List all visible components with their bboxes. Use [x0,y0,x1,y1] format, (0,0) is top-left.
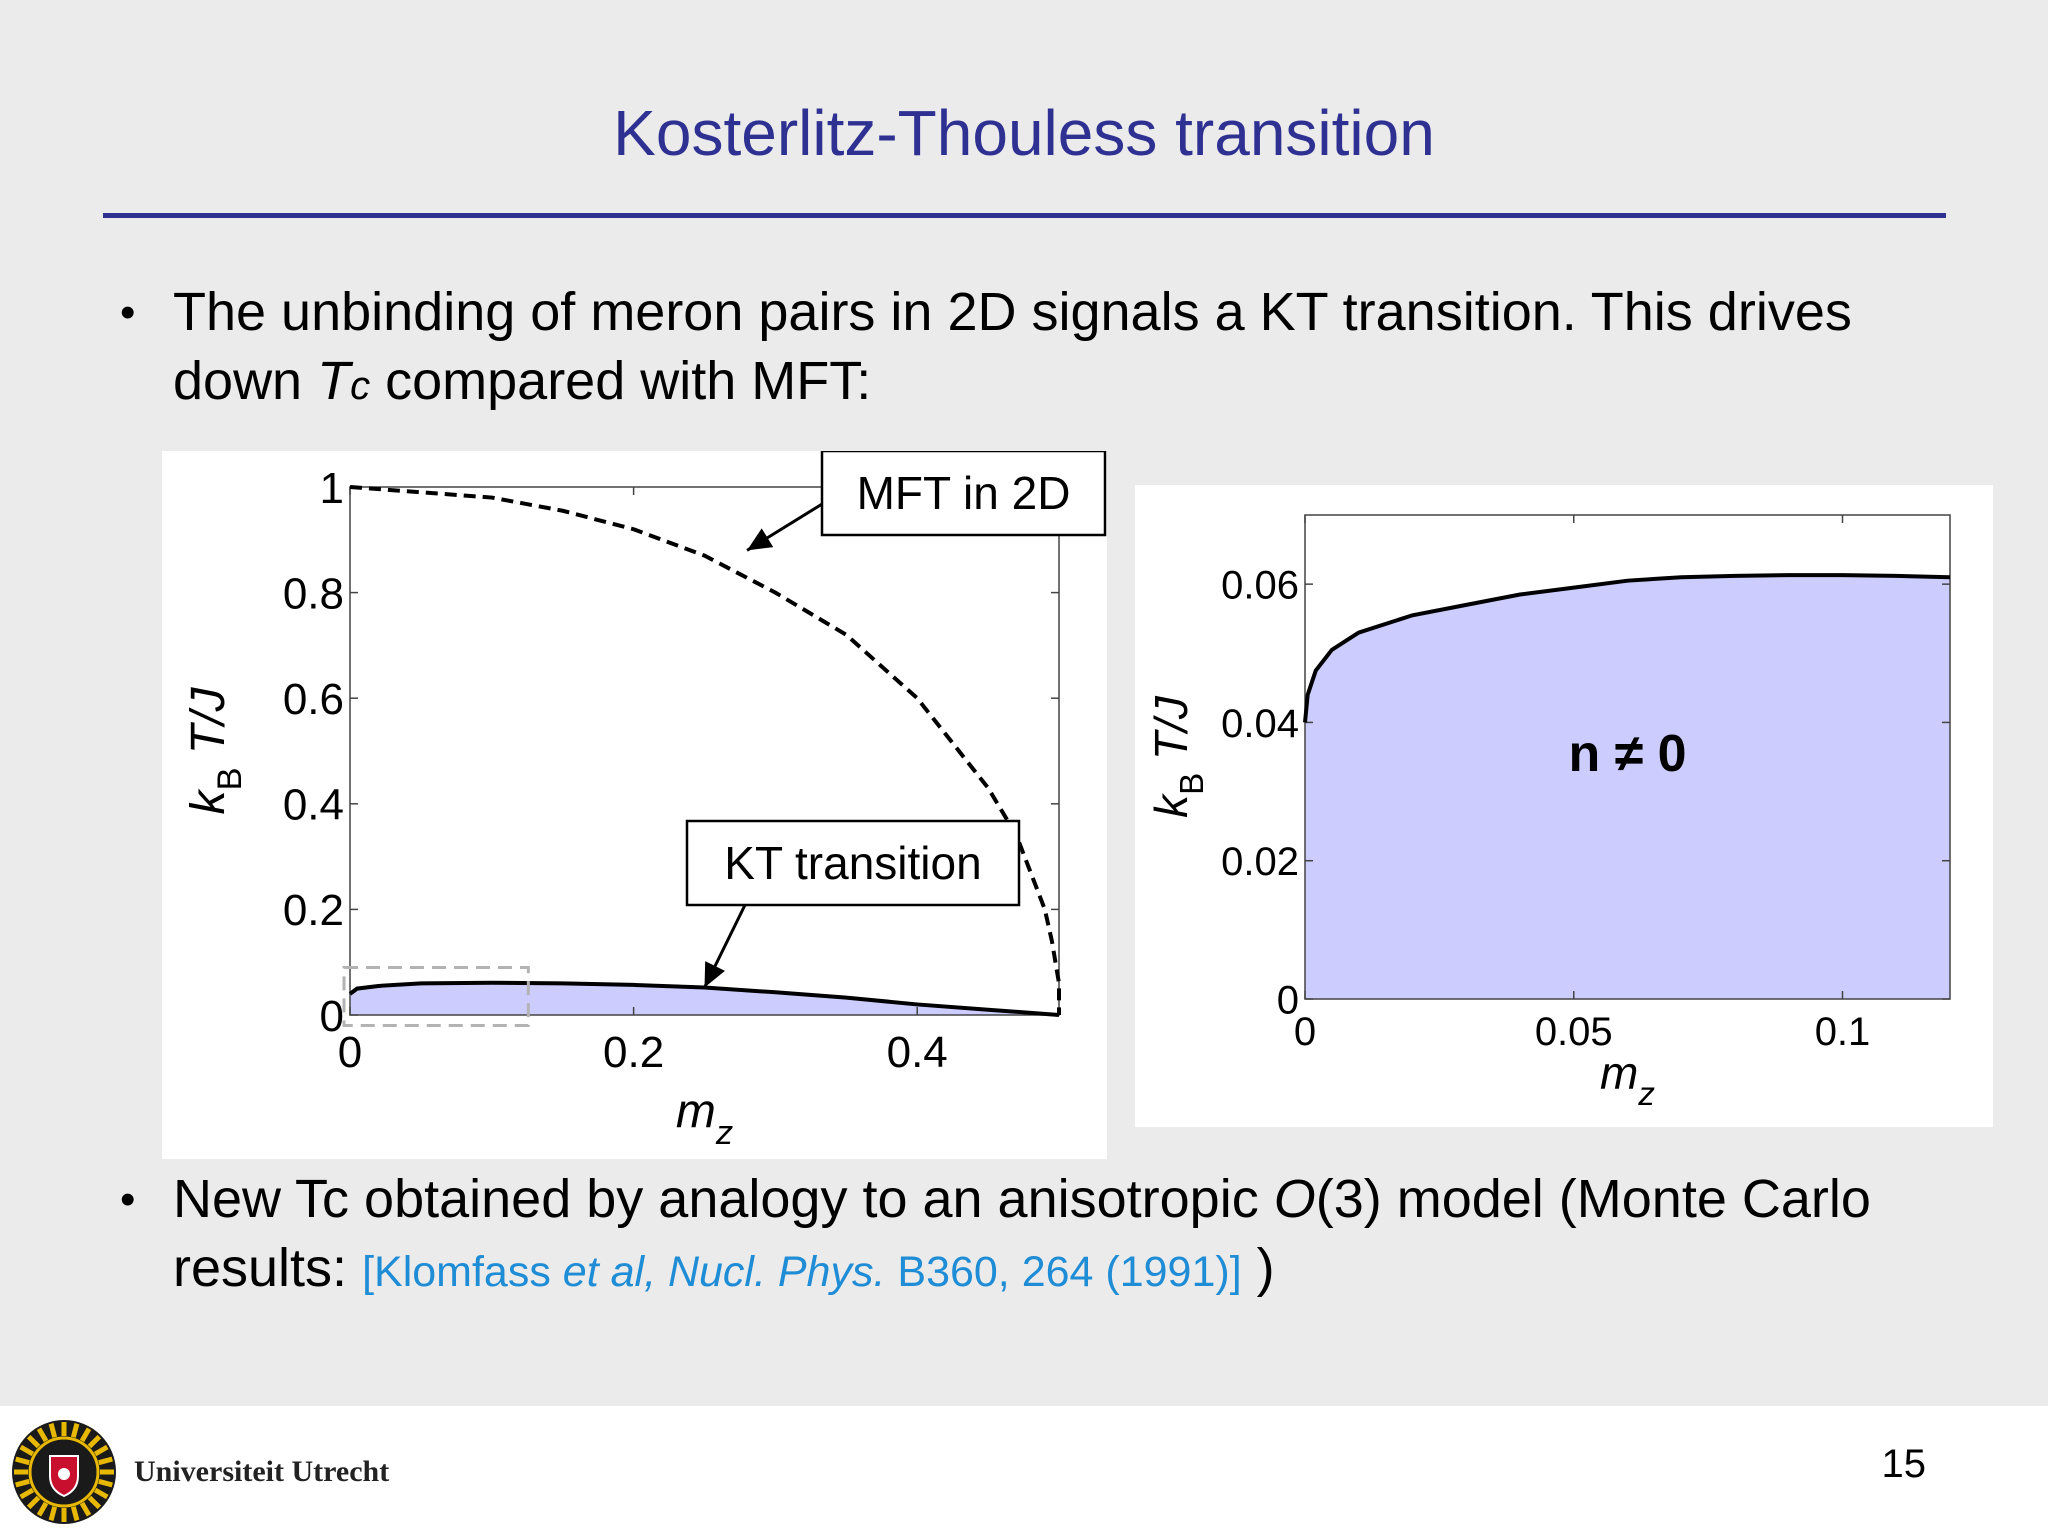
zoom-region-box [342,965,530,1028]
tc-subscript: c [350,364,371,408]
x-tick-label: 0.05 [1535,1010,1613,1054]
o3-symbol: O [1273,1169,1316,1229]
seal-ray [26,1495,41,1510]
seal-ray [19,1487,35,1500]
seal-ray [26,1434,41,1449]
bullet-1-text: The unbinding of meron pairs in 2D signa… [173,278,1913,421]
seal-ray [48,1506,58,1521]
seal-ray [98,1456,113,1466]
right-chart: 0 0.05 0.1 0 0.02 0.04 0.06 mz kB T/J n ≠ 0 [1145,514,1951,1113]
x-axis-label: mz [676,1085,733,1152]
bullet-2-text: New Tc obtained by analogy to an anisotr… [173,1165,1913,1307]
seal-ray [93,1444,109,1457]
bullet-1-post: compared with MFT: [370,351,872,411]
x-tick-label: 0.4 [887,1028,948,1077]
annotation-label: KT transition [724,837,981,889]
citation: [Klomfass et al, Nucl. Phys. B360, 264 (… [362,1248,1242,1296]
y-tick-label: 0.2 [283,886,344,935]
seal-ray [70,1423,80,1438]
seal-ray [79,1501,92,1517]
tc-symbol: T [317,351,351,411]
annotation-arrowhead [704,961,725,988]
left-chart-panel: 0 0.2 0.4 0 0.2 0.4 0.6 0.8 1 mz kB T/J MFT in 2D KT… [162,449,1107,1159]
x-tick-label: 0.2 [603,1028,664,1077]
y-tick-label: 0.04 [1221,702,1299,746]
seal-ray [48,1423,58,1438]
kt-curve [348,980,1060,1017]
seal-ray [15,1478,30,1488]
y-tick-label: 0 [1277,978,1299,1022]
bullet-2-mid: (3) model (Monte Carlo results: [173,1169,1871,1298]
kt-curve [1303,573,1951,723]
region-label: n ≠ 0 [1568,725,1686,783]
footer-bar [0,1406,2048,1534]
annotation-box [685,819,1021,907]
y-tick-label: 0.4 [283,781,344,830]
annotation-box [820,449,1107,537]
left-chart: 0 0.2 0.4 0 0.2 0.4 0.6 0.8 1 mz kB T/J MFT in 2D KT… [182,449,1107,1152]
seal-ray [70,1506,80,1521]
seal-ray [36,1501,49,1517]
right-chart-panel: 0 0.05 0.1 0 0.02 0.04 0.06 mz kB T/J n ≠ 0 [1135,485,1993,1127]
y-axis-label: kB T/J [182,686,249,814]
x-tick-label: 0.1 [1815,1010,1871,1054]
seal-ray [87,1495,102,1510]
title-rule [103,213,1946,218]
y-tick-label: 0 [320,992,344,1041]
y-tick-label: 0.8 [283,569,344,618]
y-axis-label: kB T/J [1145,695,1211,818]
y-tick-label: 0.02 [1221,840,1299,884]
seal-ray [93,1487,109,1500]
seal-ray [98,1478,113,1488]
slide-title: Kosterlitz-Thouless transition [613,97,1435,169]
seal-ray [87,1434,102,1449]
bullet-dot: • [120,1175,136,1224]
page-number: 15 [1881,1442,1927,1486]
x-axis-label: mz [1600,1047,1655,1113]
seal-ray [15,1456,30,1466]
y-tick-label: 1 [320,464,344,513]
mft-curve [349,485,1061,1015]
y-tick-label: 0.06 [1221,564,1299,608]
seal-ray [36,1427,49,1443]
x-tick-label: 0 [1294,1010,1316,1054]
bullet-1-pre: The unbinding of meron pairs in 2D signa… [173,282,1852,411]
annotation-label: MFT in 2D [857,467,1071,519]
plot-frame [1304,514,1951,1000]
bullet-2-end: ) [1241,1238,1275,1298]
seal-ray [19,1444,35,1457]
bullet-dot: • [120,288,136,337]
bullet-2-pre: New Tc obtained by analogy to an anisotr… [173,1169,1274,1229]
university-seal-icon [12,1420,116,1524]
annotation-arrowhead [747,528,774,551]
university-name: Universiteit Utrecht [134,1455,390,1488]
y-tick-label: 0.6 [283,675,344,724]
plot-frame [349,486,1060,1016]
seal-ray [79,1427,92,1443]
x-tick-label: 0 [338,1028,362,1077]
phase-region-fill [1305,575,1950,999]
